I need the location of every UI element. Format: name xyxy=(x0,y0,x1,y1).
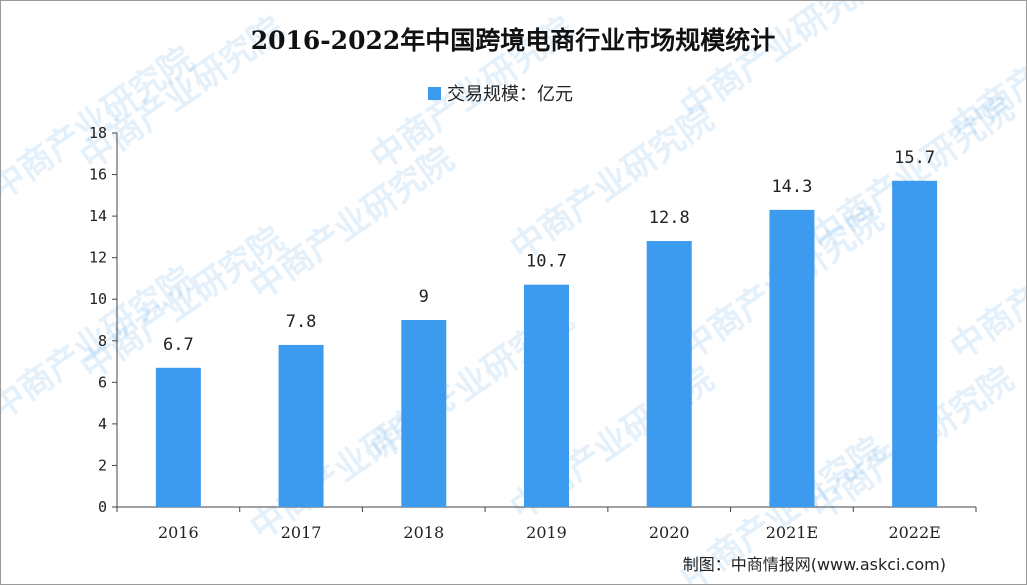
watermark-text: 中商产业研究院 xyxy=(243,139,461,308)
x-category-label: 2021E xyxy=(766,523,818,542)
bar-2018 xyxy=(401,320,447,507)
bar-2016 xyxy=(155,367,201,507)
data-label: 10.7 xyxy=(526,252,567,272)
data-label: 7.8 xyxy=(286,312,317,332)
x-category-label: 2019 xyxy=(526,523,567,542)
bar-2017 xyxy=(278,344,324,507)
x-category-label: 2020 xyxy=(649,523,690,542)
data-label: 14.3 xyxy=(771,177,812,197)
y-tick-label: 8 xyxy=(98,332,107,350)
legend-swatch xyxy=(428,87,441,100)
data-labels: 6.7 7.8 9 10.7 12.8 14.3 15.7 xyxy=(163,148,935,355)
y-tick-label: 0 xyxy=(98,498,107,516)
y-axis-ticks: 0 2 4 6 8 10 12 14 16 18 xyxy=(89,124,117,516)
y-tick-label: 12 xyxy=(89,249,107,267)
chart-title: 2016-2022年中国跨境电商行业市场规模统计 xyxy=(251,26,776,55)
data-label: 9 xyxy=(419,287,429,307)
watermark-text: 中商产业研究院 xyxy=(943,199,1026,368)
data-label: 12.8 xyxy=(649,208,690,228)
source-credit: 制图：中商情报网(www.askci.com) xyxy=(683,555,946,574)
y-tick-label: 2 xyxy=(98,456,107,474)
data-label: 6.7 xyxy=(163,335,194,355)
y-tick-label: 10 xyxy=(89,290,107,308)
y-tick-label: 18 xyxy=(89,124,107,142)
watermark-text: 中商产业研究院 xyxy=(673,1,891,128)
y-tick-label: 16 xyxy=(89,166,107,184)
x-category-label: 2016 xyxy=(158,523,199,542)
x-category-label: 2022E xyxy=(888,523,940,542)
legend: 交易规模：亿元 xyxy=(428,84,573,105)
x-category-label: 2018 xyxy=(403,523,444,542)
bar-2020 xyxy=(646,241,692,508)
bar-2022E xyxy=(892,180,938,508)
y-tick-label: 6 xyxy=(98,373,107,391)
y-tick-label: 14 xyxy=(89,207,107,225)
data-label: 15.7 xyxy=(894,148,935,168)
legend-label: 交易规模：亿元 xyxy=(447,84,573,105)
bar-2019 xyxy=(524,284,569,507)
y-tick-label: 4 xyxy=(98,415,107,433)
x-axis-categories: 2016 2017 2018 2019 2020 2021E 2022E xyxy=(116,507,977,542)
bars xyxy=(155,180,938,508)
x-category-label: 2017 xyxy=(281,523,322,542)
bar-2021E xyxy=(769,209,815,507)
